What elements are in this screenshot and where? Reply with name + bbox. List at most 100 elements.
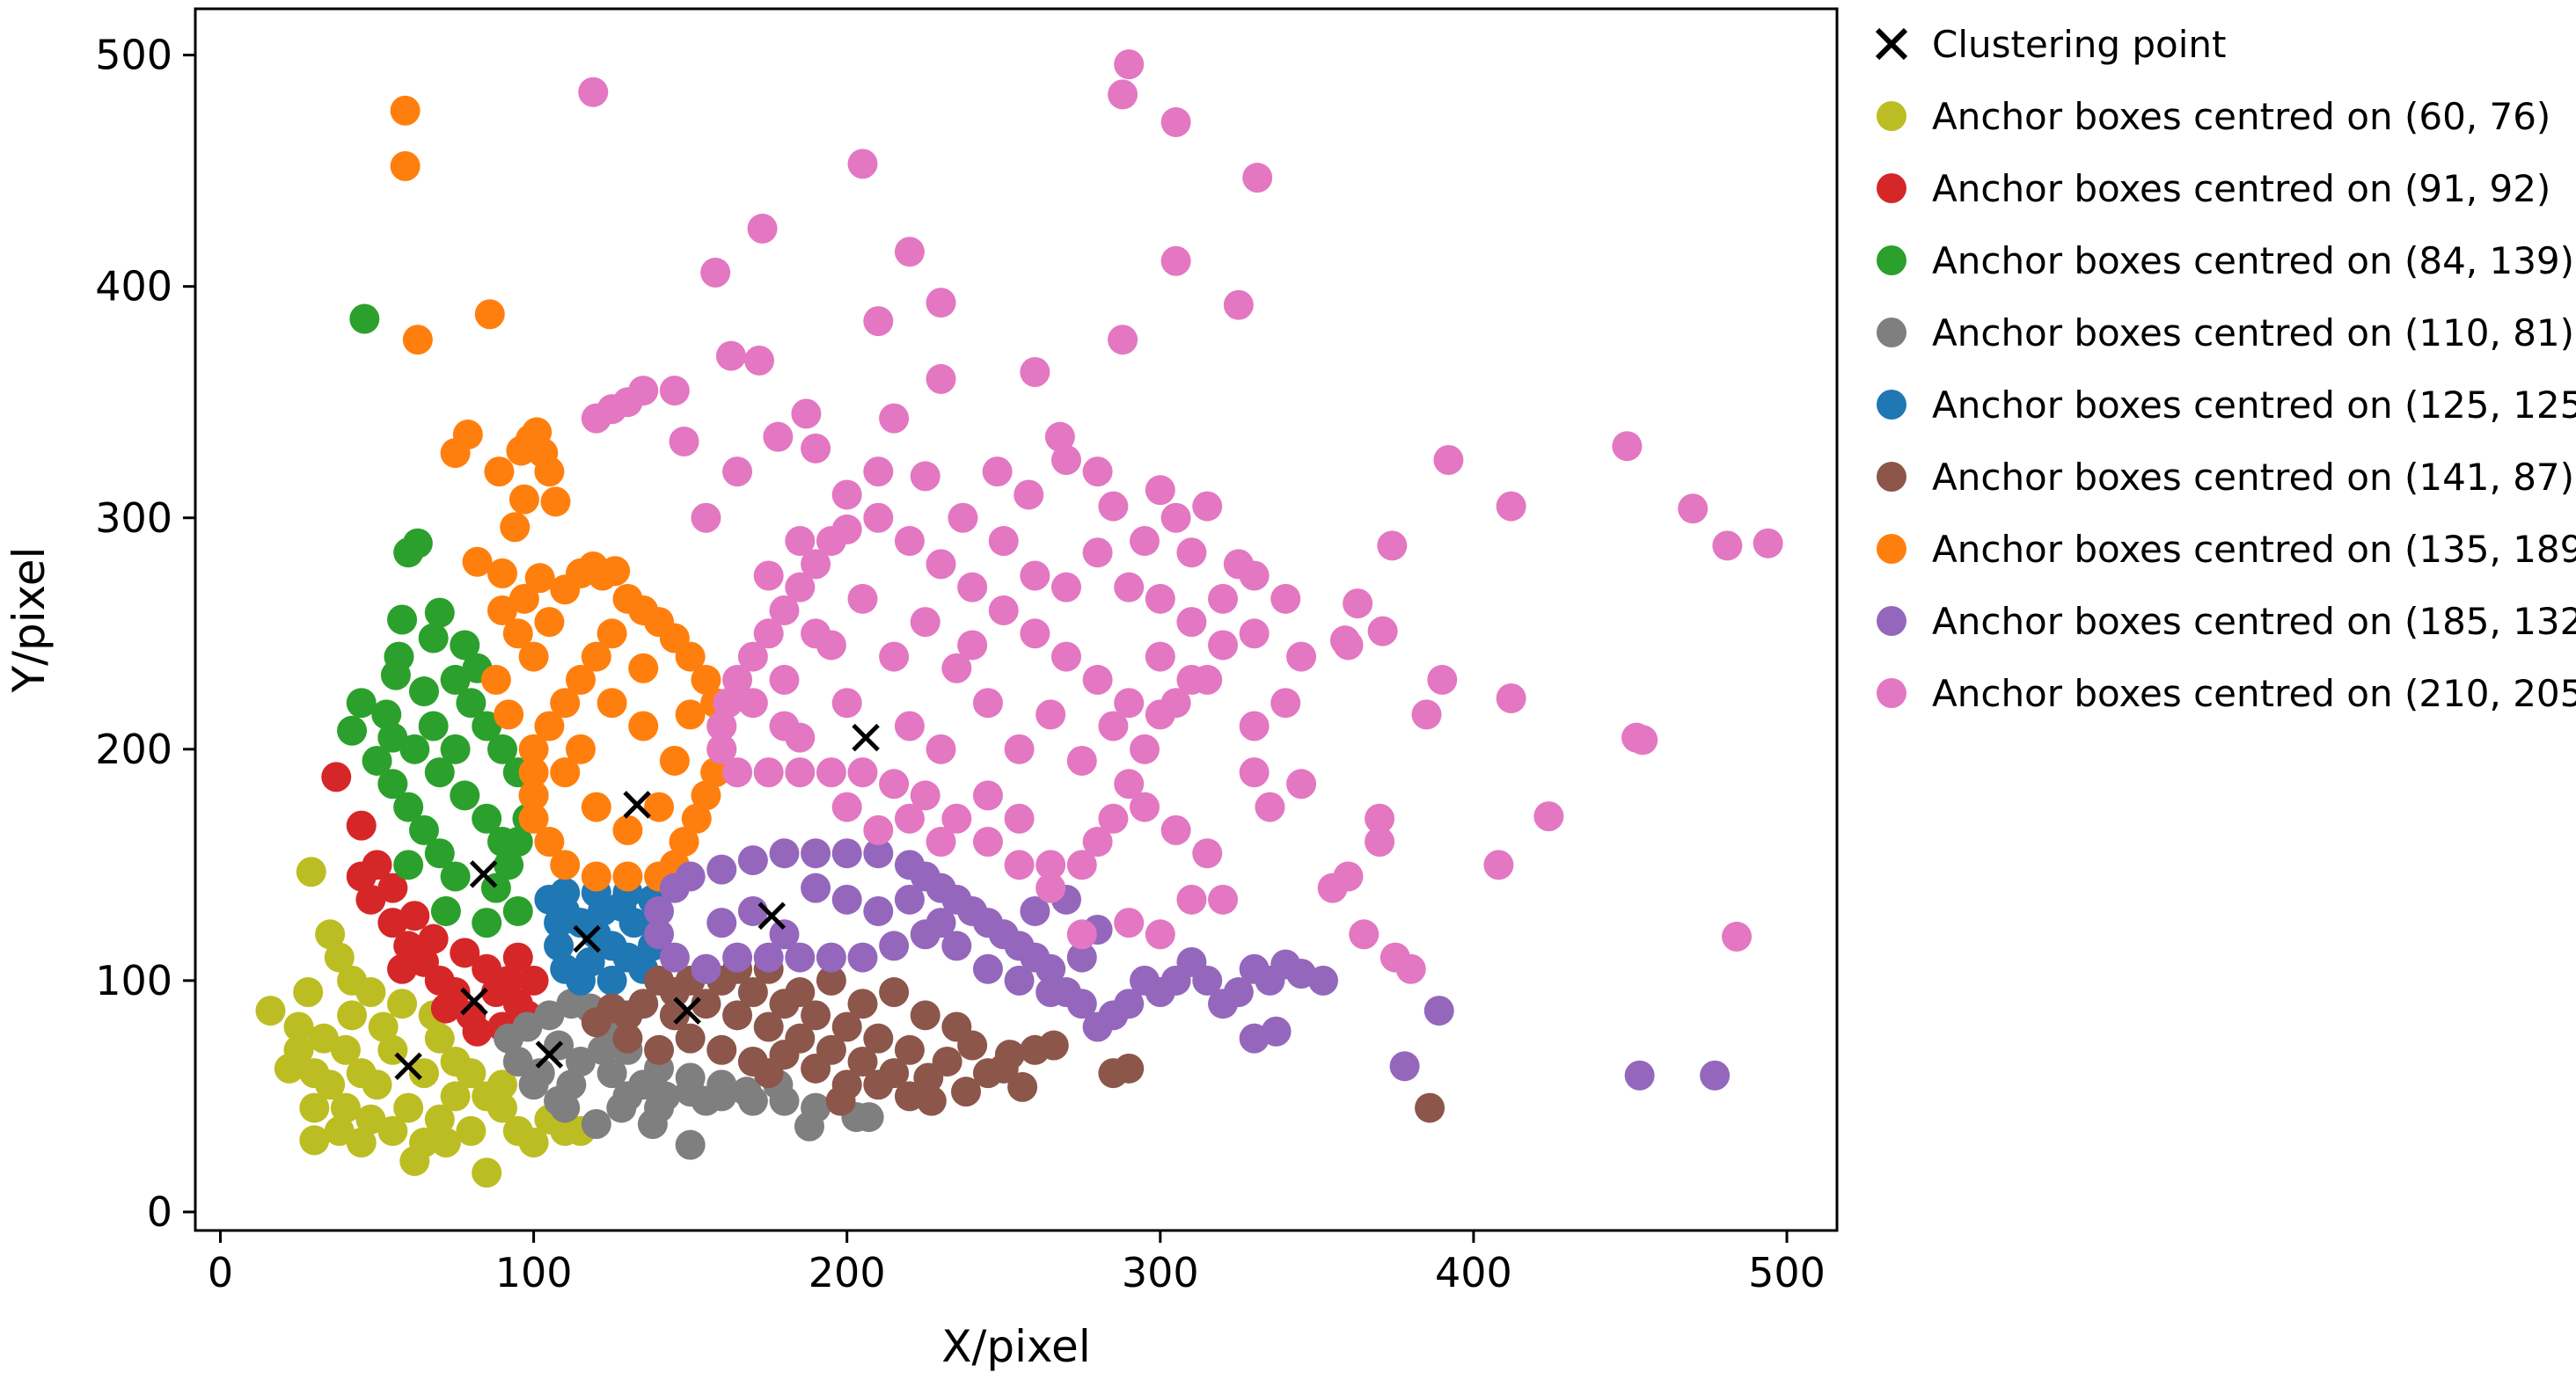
data-point: [600, 556, 631, 587]
data-point: [424, 1104, 455, 1135]
data-point: [801, 549, 831, 580]
legend-marker: [1877, 318, 1906, 347]
data-point: [355, 884, 386, 915]
legend-label: Anchor boxes centred on (141, 87): [1932, 456, 2574, 499]
data-point: [1192, 491, 1223, 522]
data-point: [566, 734, 596, 764]
data-point: [879, 769, 910, 800]
data-point: [299, 1058, 330, 1089]
x-stroke: [623, 791, 651, 819]
data-point: [518, 803, 549, 834]
data-point: [324, 942, 355, 973]
data-point: [879, 977, 910, 1008]
data-point: [1020, 895, 1050, 926]
legend-label: Anchor boxes centred on (125, 125): [1932, 383, 2576, 427]
legend-marker: [1877, 678, 1906, 708]
data-point: [474, 299, 505, 330]
data-point: [972, 827, 1003, 858]
y-tick-label: 100: [95, 957, 172, 1004]
data-point: [863, 1023, 894, 1054]
data-point: [637, 1108, 668, 1139]
data-point: [418, 623, 449, 653]
data-point: [299, 1092, 330, 1123]
data-point: [1108, 79, 1138, 110]
data-point: [713, 688, 743, 719]
data-point: [1343, 588, 1373, 619]
data-point: [540, 486, 571, 517]
data-point: [1108, 325, 1138, 355]
data-point: [430, 993, 461, 1024]
data-point: [1130, 734, 1160, 764]
data-point: [1130, 526, 1160, 557]
data-point: [644, 895, 675, 926]
data-point: [691, 780, 721, 811]
legend-label: Anchor boxes centred on (84, 139): [1932, 239, 2574, 282]
x-tick-label: 300: [1122, 1249, 1199, 1296]
data-point: [691, 664, 721, 695]
legend-label: Anchor boxes centred on (185, 132): [1932, 600, 2576, 643]
data-point: [462, 1016, 493, 1047]
data-point: [628, 1070, 659, 1100]
data-point: [1160, 814, 1191, 845]
data-point: [941, 1011, 972, 1042]
data-point: [544, 931, 574, 961]
data-point: [1496, 491, 1526, 522]
legend-item: Anchor boxes centred on (210, 205): [1877, 672, 2576, 715]
series-3: [337, 303, 549, 938]
data-point: [894, 1034, 925, 1065]
data-point: [612, 861, 643, 892]
data-point: [544, 908, 574, 938]
data-point: [1160, 245, 1191, 276]
data-point: [926, 288, 956, 318]
data-point: [722, 456, 753, 487]
data-point: [737, 641, 768, 672]
x-tick-label: 0: [208, 1249, 233, 1296]
data-point: [801, 1092, 831, 1123]
data-point: [957, 630, 988, 661]
data-point: [863, 838, 894, 869]
data-point: [1753, 528, 1783, 559]
data-point: [534, 1000, 565, 1031]
data-point: [879, 931, 910, 961]
data-point: [346, 688, 377, 719]
data-point: [847, 583, 878, 614]
data-point: [957, 572, 988, 602]
data-point: [700, 757, 731, 788]
data-point: [502, 942, 533, 973]
data-point: [988, 595, 1019, 625]
legend-item: Anchor boxes centred on (135, 189): [1877, 528, 2576, 571]
data-point: [1082, 1011, 1113, 1042]
data-point: [534, 607, 565, 638]
data-point: [1036, 977, 1066, 1008]
data-point: [472, 803, 502, 834]
data-point: [1160, 106, 1191, 137]
data-point: [1036, 873, 1066, 903]
data-point: [324, 1115, 355, 1146]
data-point: [816, 942, 846, 973]
data-point: [801, 838, 831, 869]
data-point: [424, 838, 455, 869]
data-point: [910, 780, 940, 811]
data-point: [550, 688, 581, 719]
data-point: [737, 688, 768, 719]
x-stroke: [535, 1040, 564, 1069]
data-point: [831, 792, 862, 822]
data-point: [309, 1023, 340, 1054]
data-point: [1098, 711, 1129, 741]
data-point: [509, 583, 539, 614]
data-point: [1223, 289, 1254, 320]
data-point: [910, 461, 940, 492]
data-point: [283, 1011, 314, 1042]
series-4: [494, 989, 884, 1160]
data-point: [1415, 1092, 1445, 1123]
x-stroke: [852, 723, 880, 752]
data-point: [910, 1000, 940, 1031]
legend-label: Clustering point: [1932, 23, 2226, 66]
data-point: [863, 1070, 894, 1100]
data-point: [1044, 421, 1075, 452]
legend-marker: [1877, 173, 1906, 203]
data-point: [769, 919, 800, 950]
data-point: [1004, 850, 1035, 880]
data-point: [926, 363, 956, 394]
